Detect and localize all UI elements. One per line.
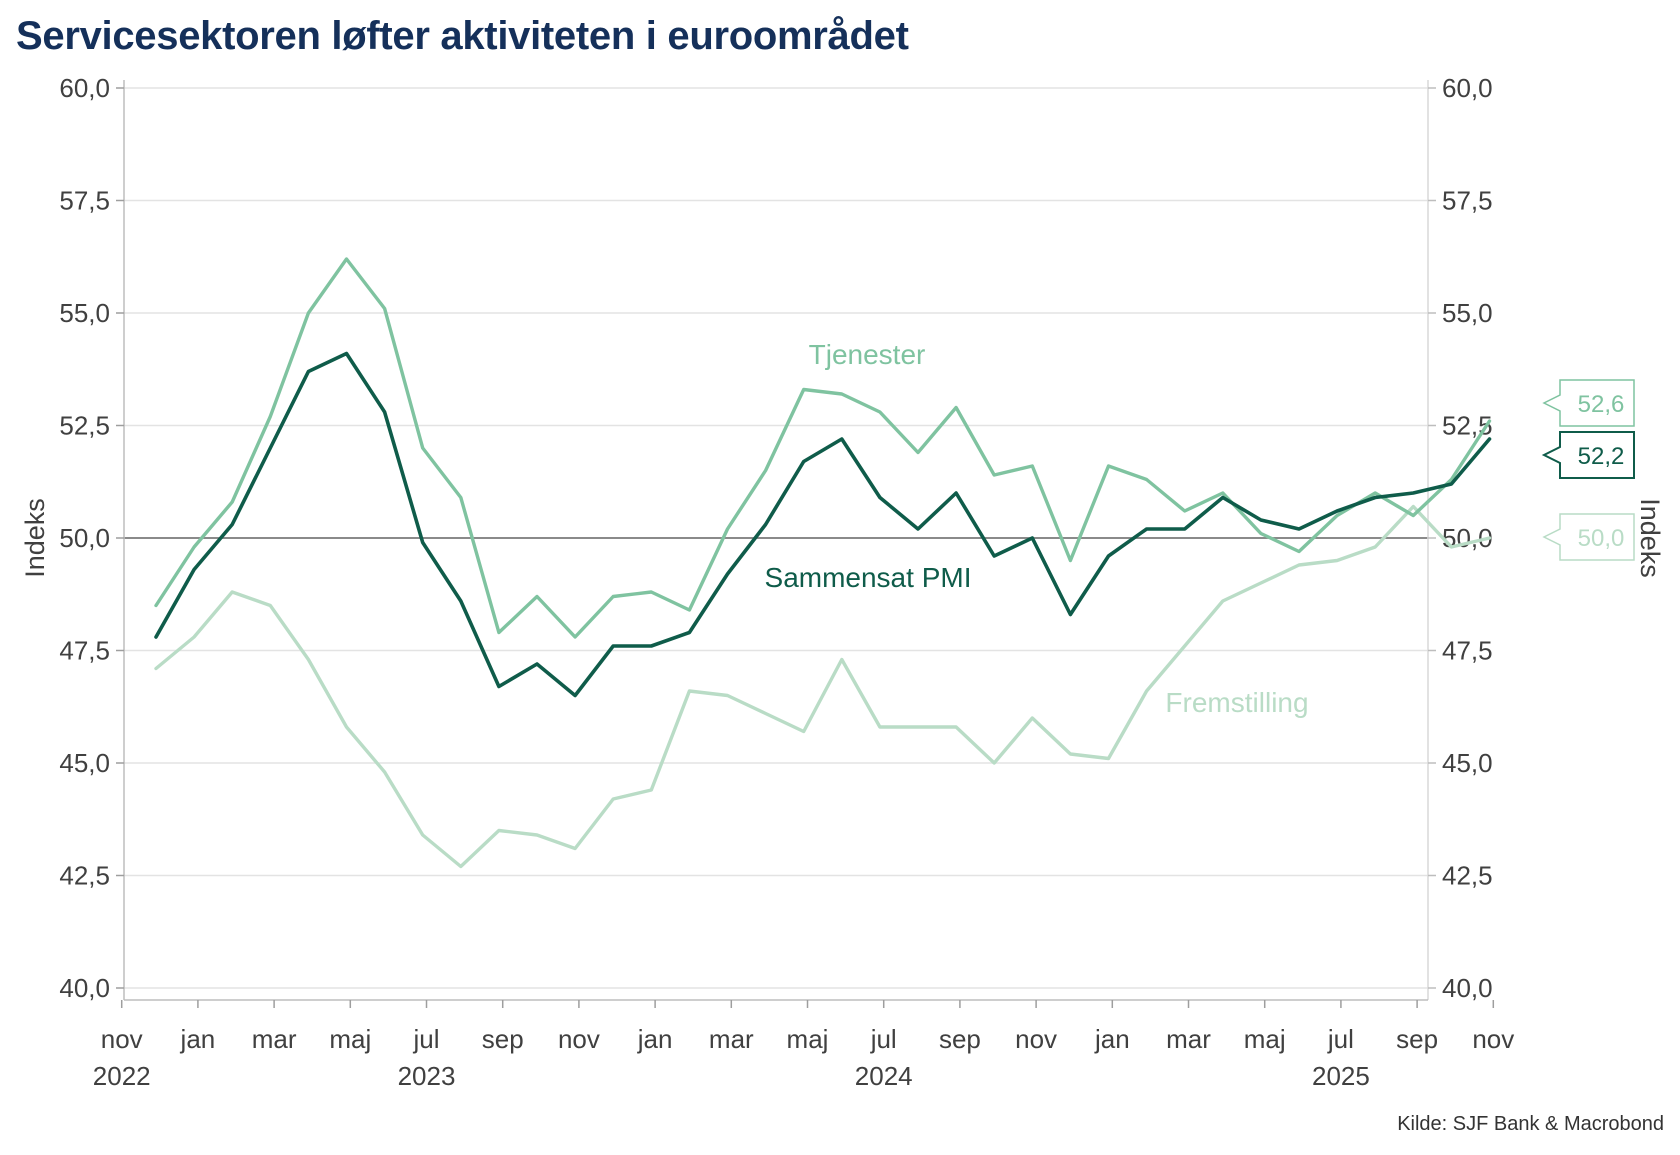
series-lines: [154, 257, 1492, 869]
x-tick-label-month: mar: [709, 1024, 754, 1054]
y-tick-label-left: 40,0: [59, 973, 110, 1003]
x-tick-label-month: jan: [1094, 1024, 1130, 1054]
y-tick-label-left: 45,0: [59, 748, 110, 778]
y-axis-title-left: Indeks: [20, 498, 50, 578]
x-tick-label-month: sep: [482, 1024, 524, 1054]
y-tick-label-right: 57,5: [1442, 186, 1493, 216]
series-label-sammensat-pmi: Sammensat PMI: [765, 562, 972, 593]
x-tick-label-month: maj: [1244, 1024, 1286, 1054]
x-tick-label-year: 2022: [93, 1061, 151, 1091]
y-tick-label-left: 50,0: [59, 523, 110, 553]
y-tick-label-right: 52,5: [1442, 411, 1493, 441]
y-tick-label-right: 55,0: [1442, 298, 1493, 328]
y-tick-label-right: 45,0: [1442, 748, 1493, 778]
y-tick-label-left: 57,5: [59, 186, 110, 216]
end-label-sammensat-pmi: 52,2: [1578, 443, 1625, 470]
x-tick-label-year: 2024: [855, 1061, 913, 1091]
x-tick-label-month: sep: [1396, 1024, 1438, 1054]
end-label-box-tjenester: [1542, 379, 1635, 427]
x-tick-label-month: jul: [413, 1024, 440, 1054]
x-tick-label-month: nov: [1472, 1024, 1514, 1054]
series-line-sammensat-pmi: [154, 351, 1492, 698]
y-tick-label-left: 42,5: [59, 861, 110, 891]
y-axis-title-right: Indeks: [1635, 498, 1665, 578]
gridlines: [124, 87, 1428, 989]
series-line-tjenester: [154, 257, 1492, 639]
end-label-box-sammensat-pmi: [1541, 431, 1635, 479]
x-tick-label-month: nov: [101, 1024, 143, 1054]
x-tick-label-year: 2025: [1312, 1061, 1370, 1091]
x-tick-label-month: jul: [870, 1024, 897, 1054]
end-label-box-fremstilling: [1542, 513, 1635, 561]
chart-title: Servicesektoren løfter aktiviteten i eur…: [16, 14, 909, 58]
y-tick-label-right: 42,5: [1442, 861, 1493, 891]
y-tick-label-left: 60,0: [59, 73, 110, 103]
x-tick-label-month: jan: [637, 1024, 673, 1054]
y-tick-label-right: 60,0: [1442, 73, 1493, 103]
y-tick-label-right: 40,0: [1442, 973, 1493, 1003]
x-tick-label-month: mar: [1166, 1024, 1211, 1054]
y-tick-label-left: 52,5: [59, 411, 110, 441]
x-tick-label-month: nov: [558, 1024, 600, 1054]
x-tick-label-month: jan: [180, 1024, 216, 1054]
axes: 40,0 40,0 42,5 42,5 45,0 45,0 47,5 47,5 50,0 50,0…: [20, 73, 1665, 1091]
x-tick-label-month: nov: [1015, 1024, 1057, 1054]
x-tick-label-month: sep: [939, 1024, 981, 1054]
x-tick-label-month: maj: [787, 1024, 829, 1054]
series-labels: Fremstilling Tjenester Sammensat PMI 50,0 52…: [765, 339, 1635, 718]
x-tick-label-month: jul: [1327, 1024, 1354, 1054]
x-tick-label-month: mar: [252, 1024, 297, 1054]
x-tick-label-year: 2023: [398, 1061, 456, 1091]
end-label-tjenester: 52,6: [1578, 391, 1625, 418]
y-tick-label-left: 55,0: [59, 298, 110, 328]
y-tick-label-left: 47,5: [59, 636, 110, 666]
series-label-fremstilling: Fremstilling: [1165, 687, 1308, 718]
source-note: Kilde: SJF Bank & Macrobond: [1397, 1113, 1664, 1135]
series-line-fremstilling: [154, 504, 1492, 869]
series-label-tjenester: Tjenester: [809, 339, 926, 370]
y-tick-label-right: 47,5: [1442, 636, 1493, 666]
end-label-fremstilling: 50,0: [1578, 525, 1625, 552]
x-tick-label-month: maj: [329, 1024, 371, 1054]
